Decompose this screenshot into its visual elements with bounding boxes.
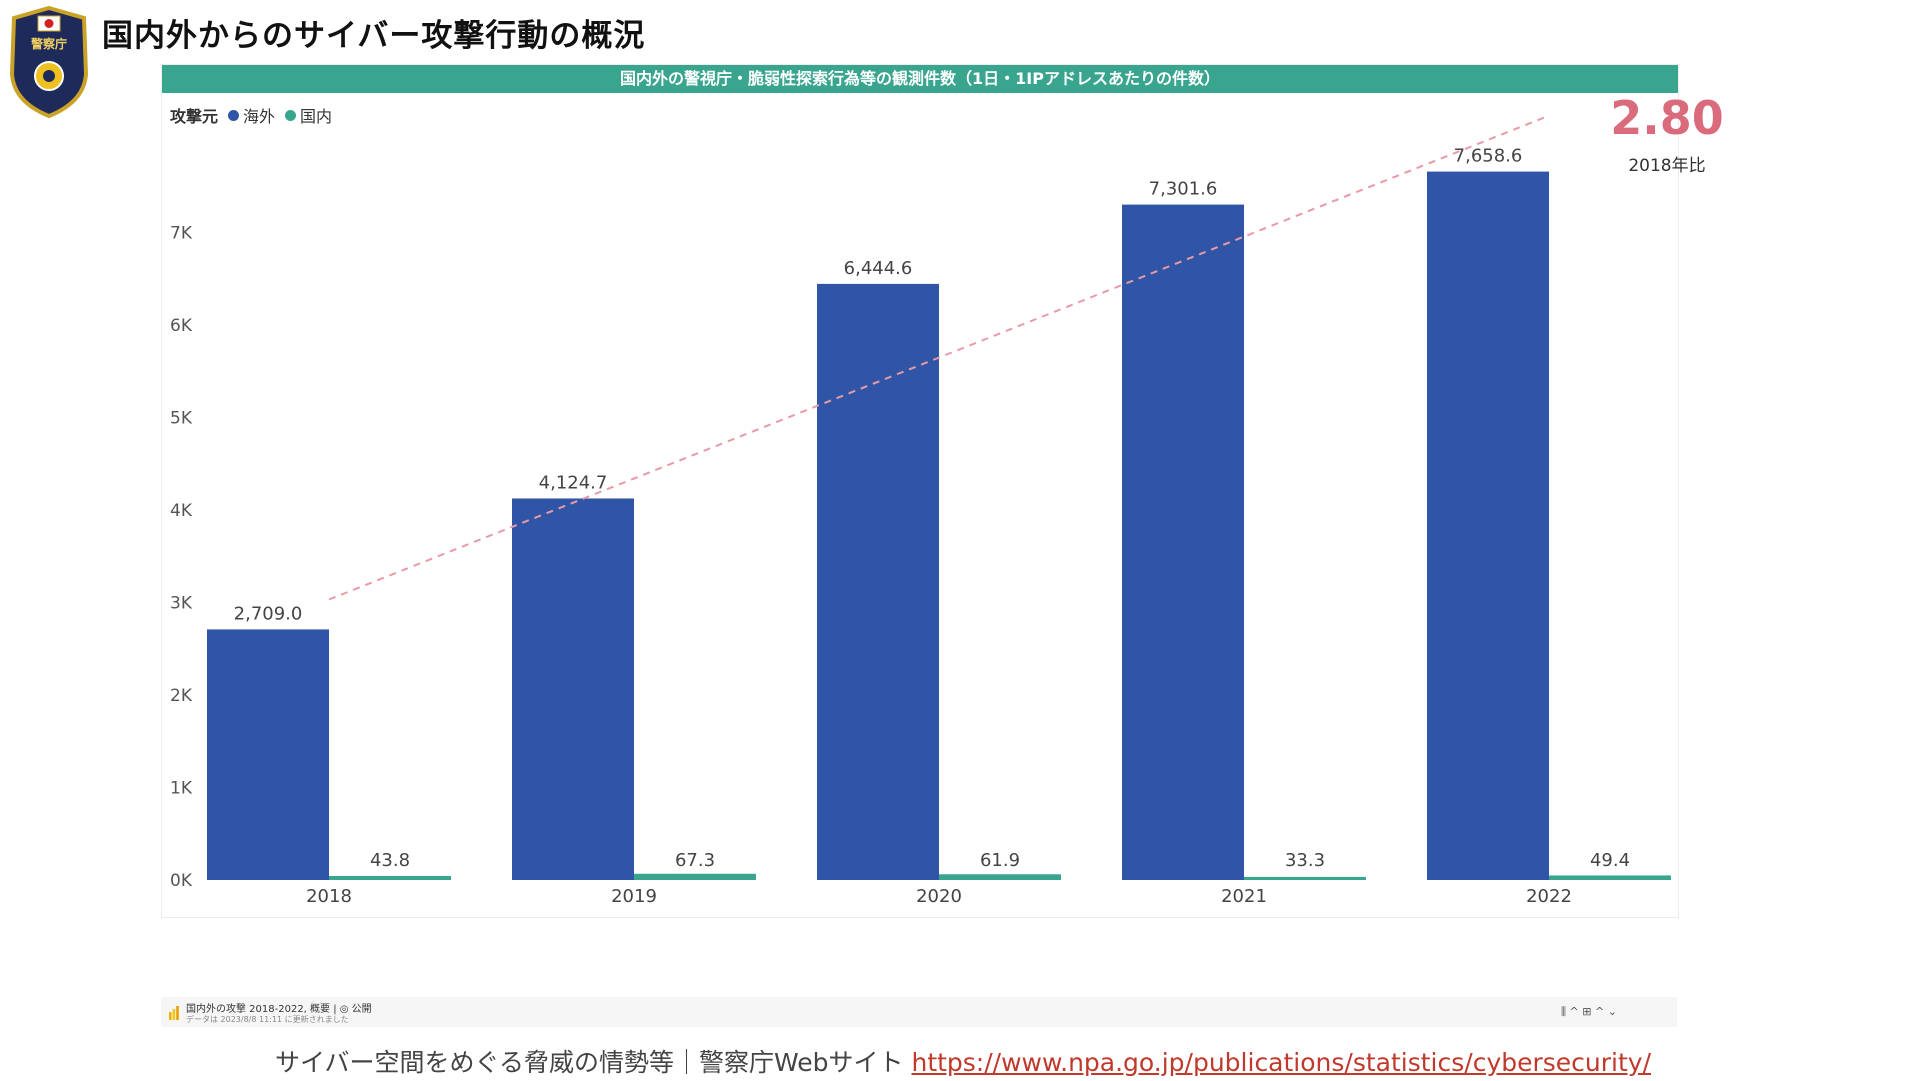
bar-domestic — [329, 875, 451, 880]
report-updated-text: データは 2023/8/8 11:11 に更新されました — [186, 1015, 349, 1024]
y-tick-label: 0K — [170, 871, 193, 891]
x-tick-label: 2021 — [1221, 886, 1267, 907]
bar-chart: 0K 1K 2K 3K 4K 5K 6K 7K 2,709.0 43.8 2018 4,124.7 67… — [170, 114, 1671, 907]
x-tick-label: 2018 — [306, 886, 352, 907]
report-taskbar: 国内外の攻撃 2018-2022, 概要 | ◎ 公開 データは 2023/8/… — [161, 997, 1677, 1027]
legend-item-domestic[interactable]: 国内 — [285, 103, 332, 127]
data-label-domestic: 61.9 — [980, 850, 1020, 871]
data-label-domestic: 49.4 — [1590, 850, 1630, 871]
footer-text: サイバー空間をめぐる脅威の情勢等｜警察庁Webサイト — [275, 1048, 912, 1077]
data-label-overseas: 2,709.0 — [234, 603, 303, 624]
footer: サイバー空間をめぐる脅威の情勢等｜警察庁Webサイト https://www.n… — [275, 1043, 1651, 1079]
data-label-overseas: 6,444.6 — [844, 258, 913, 279]
x-tick-label: 2022 — [1526, 886, 1572, 907]
bar-overseas — [1122, 204, 1244, 881]
report-file-name[interactable]: 国内外の攻撃 2018-2022, 概要 | ◎ 公開 — [186, 1004, 372, 1015]
bar-overseas — [207, 629, 329, 880]
trendline — [328, 114, 1550, 601]
legend-dot-overseas — [228, 109, 240, 121]
bar-domestic — [1549, 875, 1671, 880]
data-label-domestic: 43.8 — [370, 850, 410, 871]
kpi-value: 2.80 — [1610, 91, 1724, 145]
taskbar-controls[interactable]: ⫼ ^ ⊞ ^ ⌄ — [1561, 1005, 1617, 1018]
legend: 攻撃元 海外 国内 — [170, 103, 342, 127]
y-tick-label: 6K — [170, 316, 193, 336]
y-tick-label: 2K — [170, 686, 193, 706]
bar-overseas — [1427, 171, 1549, 881]
y-tick-label: 4K — [170, 501, 193, 521]
y-tick-label: 7K — [170, 224, 193, 244]
x-tick-label: 2020 — [916, 886, 962, 907]
chart-banner: 国内外の警視庁・脆弱性探索行為等の観測件数（1日・1IPアドレスあたりの件数） — [162, 65, 1678, 93]
legend-title: 攻撃元 — [170, 107, 219, 126]
legend-label-overseas: 海外 — [243, 107, 276, 126]
powerbi-icon — [169, 1006, 179, 1020]
bar-overseas — [512, 498, 634, 880]
bar-domestic — [1244, 876, 1366, 880]
report-visual: 国内外の警視庁・脆弱性探索行為等の観測件数（1日・1IPアドレスあたりの件数） … — [161, 64, 1724, 918]
legend-item-overseas[interactable]: 海外 — [228, 103, 275, 127]
y-tick-label: 1K — [170, 779, 193, 799]
y-tick-label: 5K — [170, 409, 193, 429]
bar-domestic — [634, 873, 756, 880]
y-tick-label: 3K — [170, 594, 193, 614]
kpi-label: 2018年比 — [1628, 156, 1706, 176]
data-label-overseas: 4,124.7 — [539, 472, 608, 493]
data-label-overseas: 7,301.6 — [1149, 179, 1218, 200]
page-title: 国内外からのサイバー攻撃行動の概況 — [102, 18, 646, 54]
x-tick-label: 2019 — [611, 886, 657, 907]
legend-dot-domestic — [285, 109, 297, 121]
legend-label-domestic: 国内 — [300, 107, 333, 126]
footer-link[interactable]: https://www.npa.go.jp/publications/stati… — [911, 1048, 1652, 1077]
bar-domestic — [939, 874, 1061, 880]
data-label-overseas: 7,658.6 — [1454, 146, 1523, 167]
data-label-domestic: 33.3 — [1285, 850, 1325, 871]
data-label-domestic: 67.3 — [675, 850, 715, 871]
bar-overseas — [817, 283, 939, 880]
emblem-text: 警察庁 — [30, 36, 67, 51]
police-emblem-logo: 警察庁 — [9, 5, 89, 119]
